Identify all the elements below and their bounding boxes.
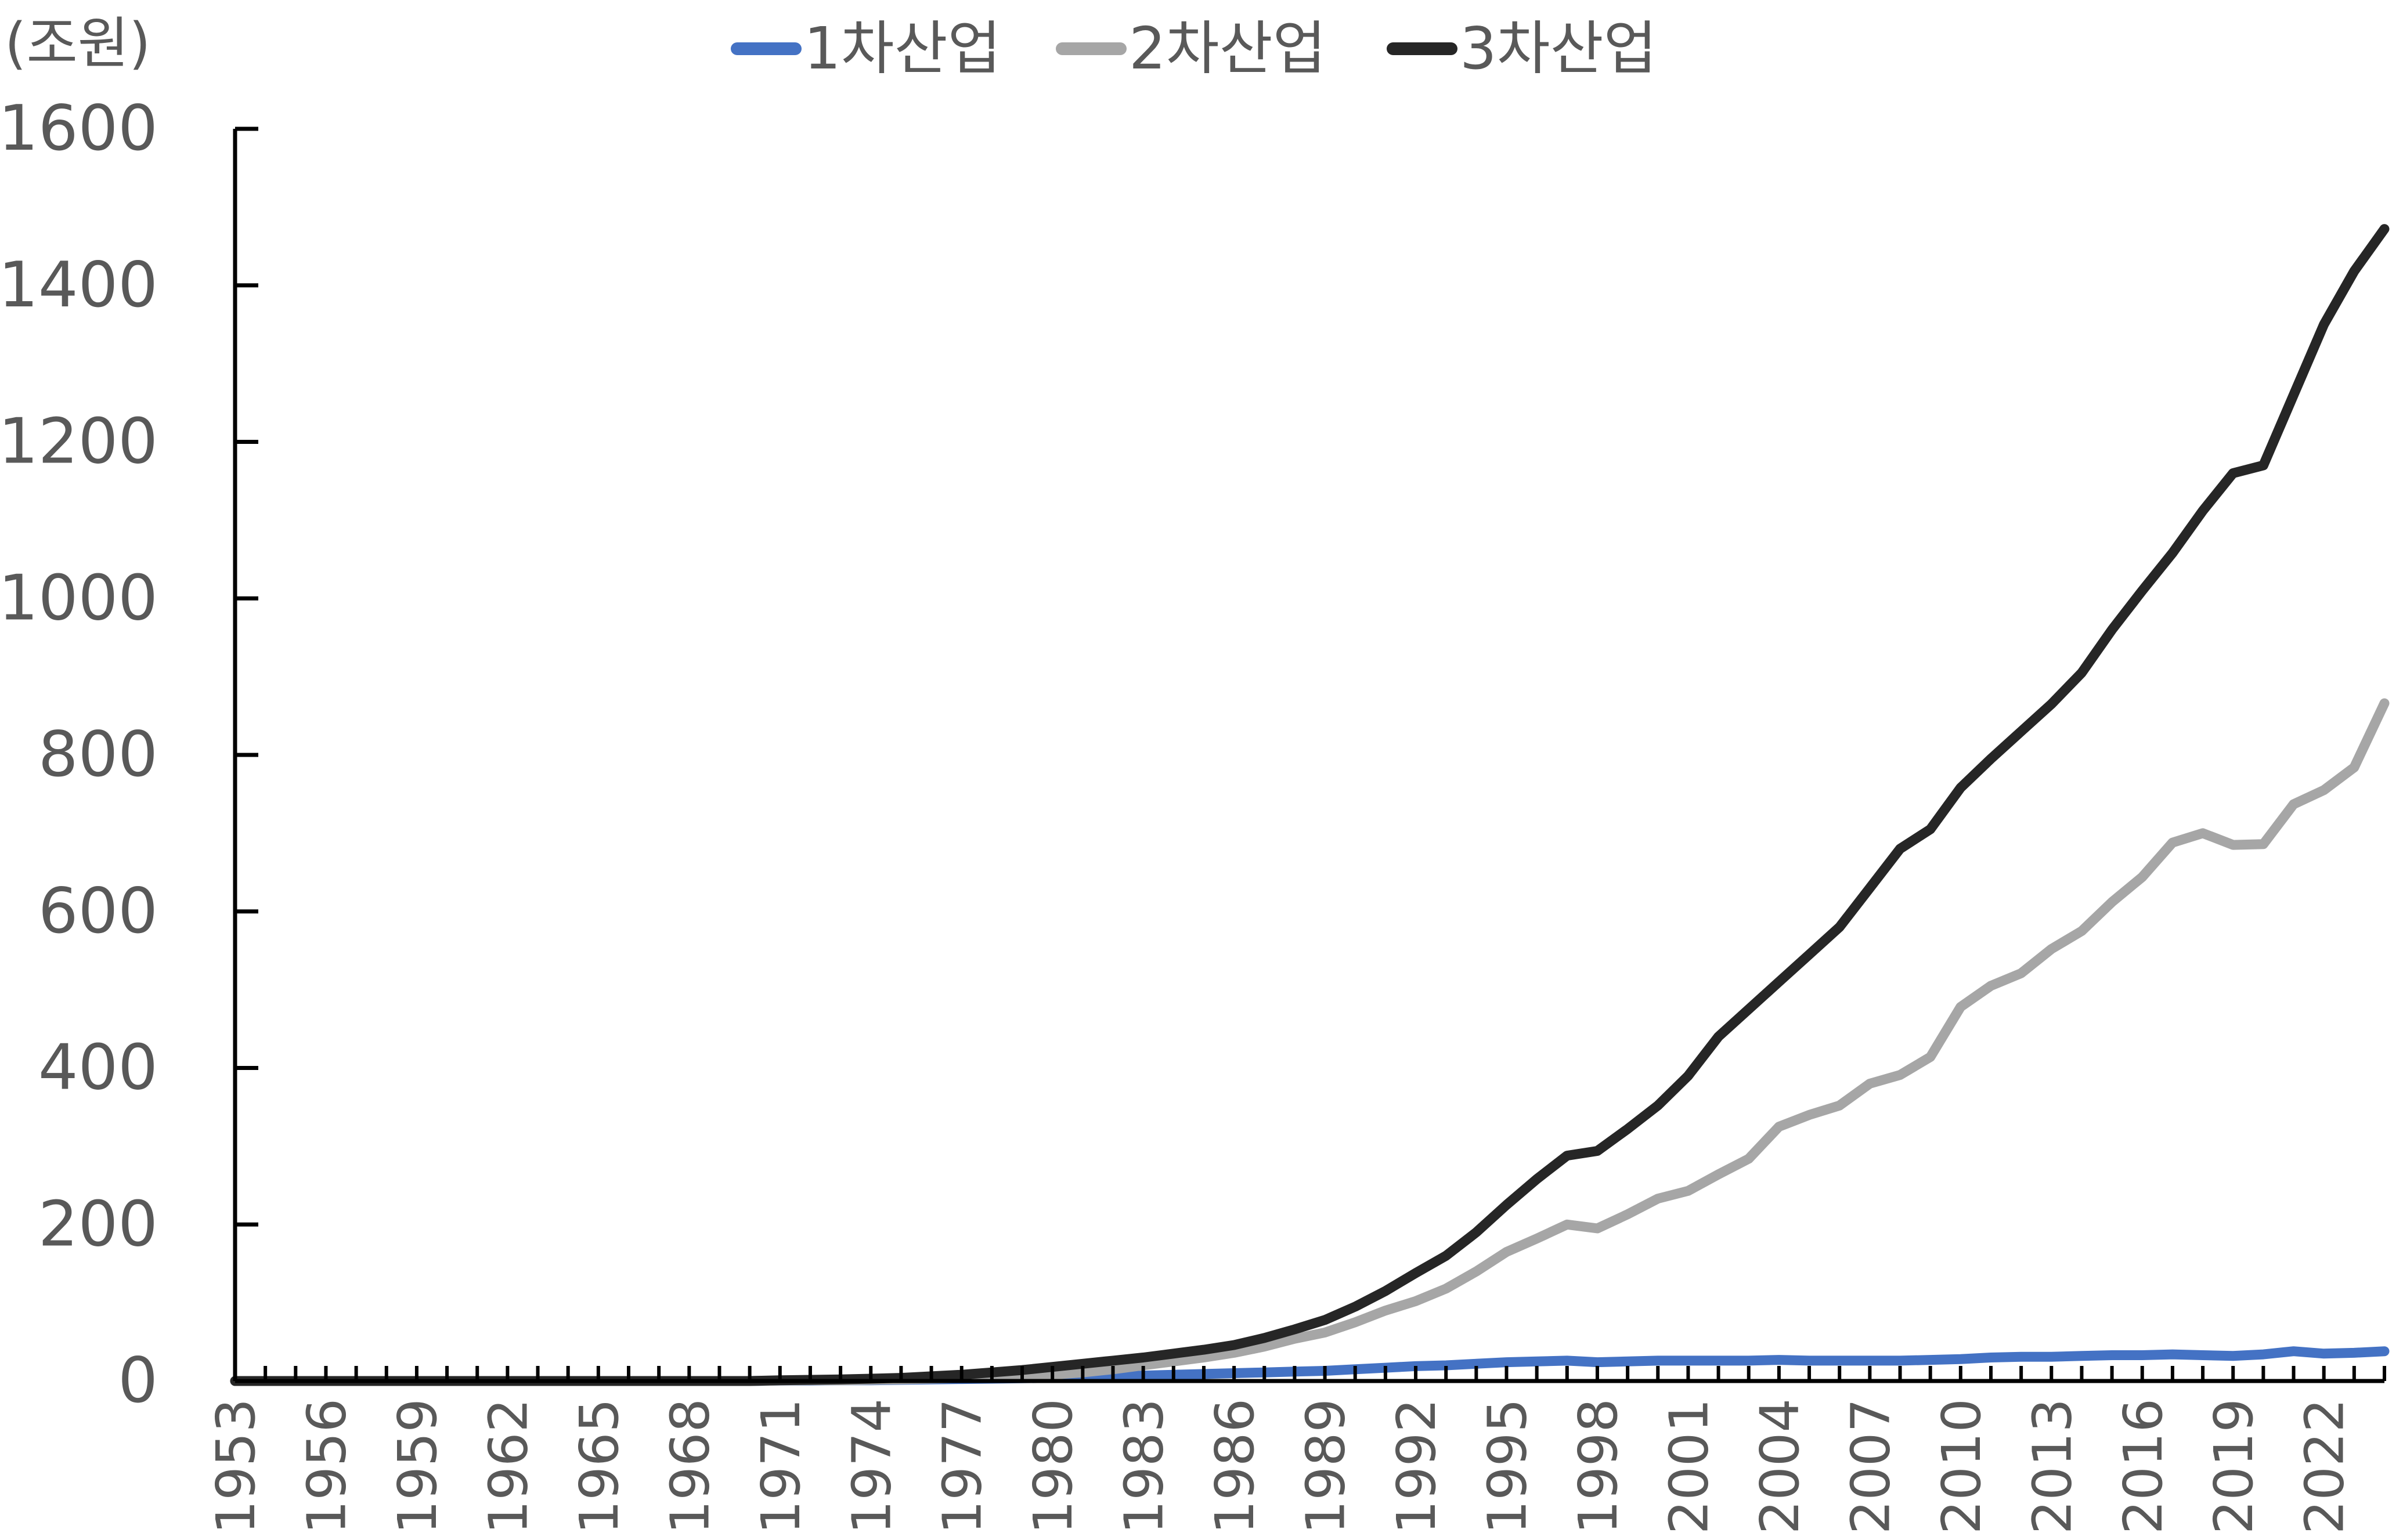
x-tick-label: 1998 <box>1567 1398 1629 1534</box>
series-layer <box>230 224 2390 1386</box>
x-tick-label: 2007 <box>1839 1398 1902 1534</box>
y-tick-label: 1400 <box>0 249 158 321</box>
x-tick-label: 1977 <box>932 1398 994 1534</box>
x-tick-label: 2022 <box>2294 1398 2356 1534</box>
x-tick-label: 1989 <box>1295 1398 1357 1534</box>
x-tick-label: 1953 <box>205 1398 267 1534</box>
y-axis-unit-label: (조원) <box>5 11 151 76</box>
x-tick-label: 1965 <box>568 1398 630 1534</box>
y-tick-label: 1200 <box>0 406 158 478</box>
x-tick-label: 2001 <box>1658 1398 1720 1534</box>
x-tick-label: 1956 <box>296 1398 358 1534</box>
y-tick-label: 0 <box>118 1344 158 1417</box>
legend-label-3: 3차산업 <box>1460 15 1657 82</box>
x-tick-label: 2013 <box>2021 1398 2083 1534</box>
x-tick-label: 1995 <box>1477 1398 1539 1534</box>
y-tick-label: 600 <box>38 875 158 948</box>
x-tick-label: 2016 <box>2112 1398 2174 1534</box>
x-tick-label: 1962 <box>477 1398 539 1534</box>
x-tick-label: 2010 <box>1931 1398 1993 1534</box>
x-tick-label: 1959 <box>387 1398 449 1534</box>
legend-label-2: 2차산업 <box>1129 15 1326 82</box>
x-tick-label: 1974 <box>840 1398 903 1534</box>
x-tick-label: 2004 <box>1749 1398 1811 1534</box>
series-line-3 <box>230 224 2390 1386</box>
y-tick-label: 200 <box>38 1188 158 1260</box>
x-tick-label: 1968 <box>659 1398 721 1534</box>
axes-layer: 0 200 400 600 800 1000 1200 1400 1600 1953 1956 195… <box>0 92 2386 1534</box>
x-tick-label: 2019 <box>2203 1398 2265 1534</box>
series-line-2 <box>230 698 2390 1386</box>
legend-label-1: 1차산업 <box>804 15 1001 82</box>
x-tick-label: 1980 <box>1022 1398 1084 1534</box>
y-tick-label: 1000 <box>0 562 158 634</box>
x-tick-label: 1983 <box>1113 1398 1175 1534</box>
y-tick-label: 400 <box>38 1032 158 1104</box>
y-tick-label: 1600 <box>0 92 158 165</box>
legend: 1차산업 2차산업 3차산업 <box>731 15 1657 82</box>
x-tick-label: 1986 <box>1204 1398 1266 1534</box>
x-tick-label: 1971 <box>750 1398 812 1534</box>
y-tick-label: 800 <box>38 718 158 791</box>
x-tick-label: 1992 <box>1385 1398 1448 1534</box>
